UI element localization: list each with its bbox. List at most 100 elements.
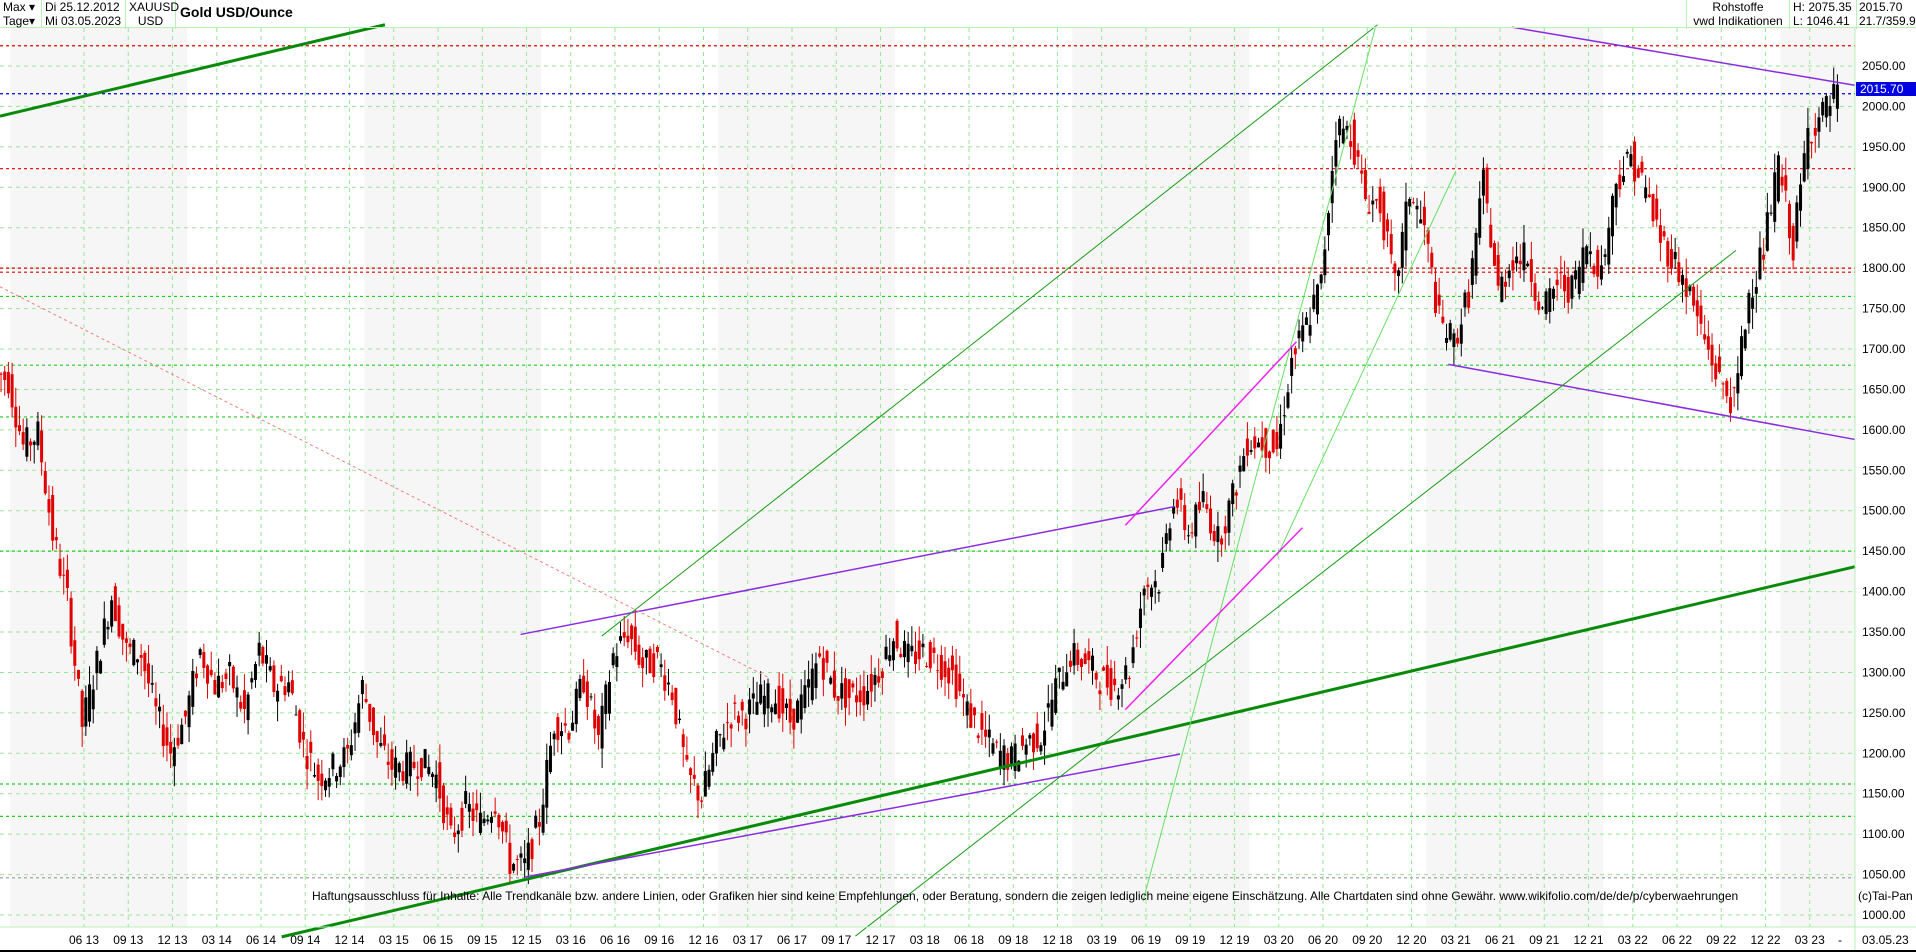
candle-body — [143, 652, 147, 672]
candle-body — [1684, 278, 1688, 297]
candle-body — [1039, 745, 1043, 752]
candle-body — [1223, 526, 1227, 534]
y-tick-label: 1000.00 — [1862, 908, 1906, 922]
candle-body — [1102, 667, 1106, 671]
candle-body — [1315, 284, 1319, 315]
candle-body — [1057, 667, 1061, 672]
candle-body — [379, 742, 383, 746]
candle-body — [921, 643, 925, 648]
x-tick-label: 03 16 — [556, 933, 586, 947]
candle-body — [515, 859, 519, 861]
candle-body — [261, 647, 265, 664]
candle-body — [534, 815, 538, 828]
candle-body — [1787, 203, 1791, 239]
x-tick-label: 06 14 — [246, 933, 276, 947]
trend-line — [601, 24, 1378, 637]
candle-body — [1470, 258, 1474, 285]
candle-body — [1743, 329, 1747, 349]
candle-body — [147, 663, 151, 684]
candle-body — [1765, 212, 1769, 251]
candle-body — [1824, 96, 1828, 118]
candle-body — [1544, 291, 1548, 315]
candle-body — [843, 678, 847, 708]
y-tick-label: 1250.00 — [1862, 706, 1906, 720]
candle-body — [1518, 260, 1522, 265]
candle-body — [1378, 186, 1382, 214]
candle-body — [1138, 608, 1142, 628]
candle-body — [943, 661, 947, 678]
candle-body — [1492, 243, 1496, 266]
x-tick-label: 12 22 — [1750, 933, 1780, 947]
candle-body — [670, 692, 674, 701]
candle-body — [858, 690, 862, 703]
candle-body — [1441, 316, 1445, 323]
x-tick-label: 06 13 — [69, 933, 99, 947]
candle-body — [1529, 259, 1533, 283]
candle-body — [1076, 649, 1080, 665]
candle-body — [1588, 251, 1592, 255]
candle-body — [759, 684, 763, 704]
candle-body — [958, 673, 962, 692]
candle-body — [390, 749, 394, 770]
candle-body — [187, 695, 191, 728]
candle-body — [1419, 219, 1423, 224]
candle-body — [493, 811, 497, 814]
candle-body — [1164, 533, 1168, 544]
candle-body — [135, 659, 139, 663]
candle-body — [560, 731, 564, 737]
candle-body — [630, 625, 634, 640]
candle-body — [799, 694, 803, 720]
x-tick-label: 09 16 — [644, 933, 674, 947]
candle-body — [456, 830, 460, 834]
candle-body — [10, 374, 14, 408]
candle-body — [530, 839, 534, 860]
candle-body — [1706, 336, 1710, 350]
year-band — [364, 28, 542, 927]
range-select[interactable]: Max ▾ — [0, 0, 42, 14]
candle-body — [928, 641, 932, 669]
candle-body — [512, 864, 516, 871]
candle-body — [1681, 275, 1685, 285]
candle-body — [1640, 161, 1644, 173]
candle-body — [814, 663, 818, 688]
candle-body — [925, 665, 929, 667]
candle-body — [489, 817, 493, 823]
last-price-marker: 2015.70 — [1856, 82, 1916, 96]
candle-body — [408, 751, 412, 777]
candle-body — [1282, 415, 1286, 417]
x-tick-label: 12 20 — [1396, 933, 1426, 947]
candle-body — [711, 753, 715, 772]
candle-body — [718, 734, 722, 736]
y-tick-label: 1550.00 — [1862, 463, 1906, 477]
candle-body — [1002, 745, 1006, 770]
candle-body — [1216, 526, 1220, 543]
category: Rohstoffe — [1686, 0, 1790, 15]
candle-body — [40, 430, 44, 463]
candle-body — [788, 698, 792, 723]
candle-body — [338, 766, 342, 777]
candle-body — [65, 569, 69, 589]
x-tick-label: 03 17 — [733, 933, 763, 947]
x-tick-label: 06 21 — [1485, 933, 1515, 947]
candle-body — [1758, 247, 1762, 280]
candle-body — [449, 807, 453, 826]
candle-body — [364, 699, 368, 703]
candle-body — [1500, 276, 1504, 302]
candle-body — [1150, 587, 1154, 597]
interval-select[interactable]: Tage▾ — [0, 14, 42, 28]
candle-body — [902, 640, 906, 658]
candle-body — [1559, 271, 1563, 274]
candle-body — [1397, 270, 1401, 277]
date-from[interactable]: Di 25.12.2012 — [42, 0, 126, 15]
date-to[interactable]: Mi 03.05.2023 — [42, 14, 126, 29]
candle-body — [1234, 492, 1238, 496]
trend-line — [1448, 363, 1856, 441]
candle-body — [969, 703, 973, 728]
candle-body — [346, 744, 350, 749]
candle-body — [1647, 194, 1651, 198]
candle-body — [1537, 301, 1541, 311]
candle-body — [1087, 651, 1091, 661]
candle-body — [674, 687, 678, 725]
candle-body — [471, 808, 475, 821]
